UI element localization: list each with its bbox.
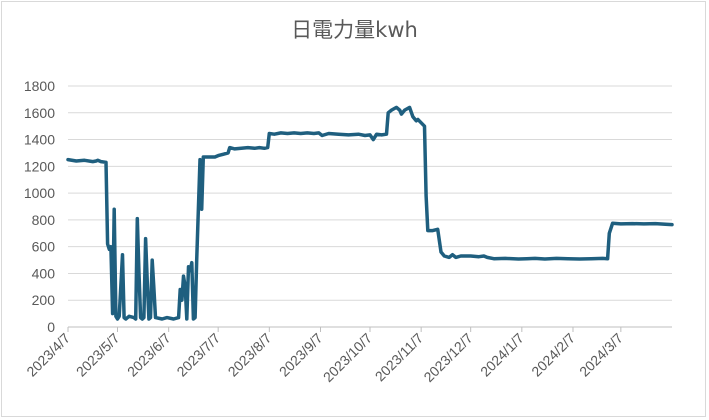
x-tick-label: 2024/2/7 (528, 330, 578, 380)
x-tick-label: 2023/9/7 (276, 330, 326, 380)
y-tick-label: 400 (32, 265, 56, 281)
y-axis-ticks: 0 200 400 600 800 1000 1200 1400 1600 1800 (24, 78, 55, 335)
x-tick-label: 2023/4/7 (23, 330, 73, 380)
y-tick-label: 1400 (24, 132, 55, 148)
x-tick-label: 2023/8/7 (225, 330, 275, 380)
series-line (66, 105, 674, 321)
y-tick-label: 0 (47, 319, 55, 335)
x-tick-label: 2023/10/7 (320, 330, 376, 386)
x-tick-label: 2023/6/7 (124, 330, 174, 380)
y-tick-label: 1200 (24, 158, 55, 174)
y-tick-label: 800 (32, 212, 56, 228)
gridlines (68, 85, 672, 301)
x-tick-label: 2023/11/7 (372, 330, 427, 385)
chart-title: 日電力量kwh (291, 18, 418, 42)
x-axis-ticks: 2023/4/7 2023/5/7 2023/6/7 2023/7/7 2023/8/7… (23, 327, 626, 385)
x-tick-label: 2023/5/7 (73, 330, 123, 380)
x-tick-label: 2023/7/7 (173, 330, 223, 380)
y-tick-label: 200 (32, 292, 56, 308)
x-tick-label: 2023/12/7 (420, 330, 476, 386)
x-tick-label: 2024/3/7 (576, 330, 626, 380)
y-tick-label: 600 (32, 239, 56, 255)
x-tick-label: 2024/1/7 (477, 330, 527, 380)
y-tick-label: 1000 (24, 185, 55, 201)
y-tick-label: 1800 (24, 78, 55, 94)
y-tick-label: 1600 (24, 105, 55, 121)
